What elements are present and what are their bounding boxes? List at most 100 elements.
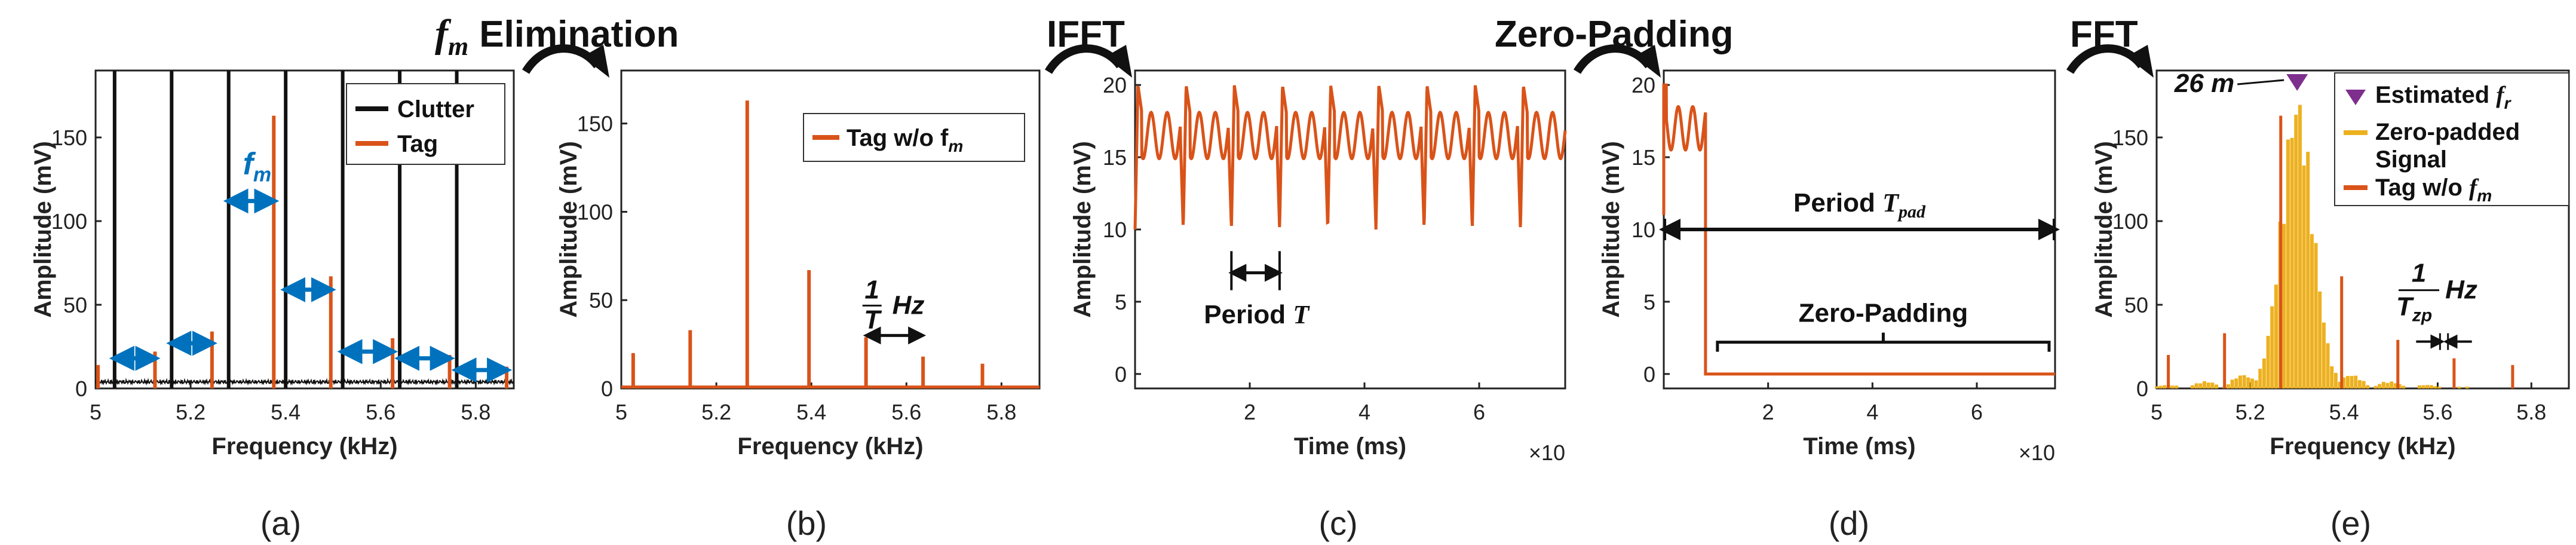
fraction-denominator-T: T: [2396, 292, 2414, 322]
fraction-denominator: T: [864, 305, 882, 334]
y-axis-label: Amplitude (mV): [556, 141, 582, 318]
y-tick-label: 0: [601, 376, 613, 401]
x-multiplier: ×10: [2019, 440, 2055, 465]
legend-label-main: Tag w/o f: [847, 125, 949, 151]
x-tick-label: 5.6: [2422, 400, 2452, 424]
curved-arrow-head-icon: [582, 45, 609, 78]
y-tick-label: 20: [1632, 73, 1655, 97]
x-tick-label: 5.2: [176, 400, 206, 424]
x-tick-label: 5.4: [2329, 400, 2359, 424]
fm-annotation: fm: [243, 147, 272, 186]
panel-sublabel: (a): [260, 504, 301, 542]
legend-label-estimated: Estimated fr: [2375, 81, 2512, 112]
panel-e: 5 5.2 5.4 5.6 5.8 0 50 100 150 Frequency (kHz) Amp…: [2091, 69, 2570, 542]
plot-frame: [94, 69, 515, 390]
x-tick-label: 5.4: [271, 400, 300, 424]
y-tick-label: 150: [2112, 125, 2148, 150]
y-tick-label: 20: [1103, 73, 1127, 97]
curved-arrow-head-icon: [1634, 45, 1661, 78]
y-tick-label: 100: [51, 209, 87, 234]
legend-label-sub: m: [948, 137, 963, 155]
x-tick-label: 5.8: [2516, 400, 2546, 424]
x-tick-label: 5.8: [461, 400, 490, 424]
y-tick-label: 0: [1115, 362, 1127, 387]
fraction-denominator: Tzp: [2396, 292, 2432, 326]
x-tick-label: 5.8: [986, 400, 1016, 424]
y-tick-label: 15: [1632, 145, 1655, 170]
y-tick-label: 100: [577, 200, 613, 224]
x-tick-label: 4: [1866, 400, 1878, 424]
fm-annotation-sub: m: [253, 164, 271, 186]
x-axis-label: Frequency (kHz): [737, 433, 923, 460]
legend-label-clutter: Clutter: [397, 96, 474, 123]
y-tick-label: 0: [2136, 376, 2148, 401]
stage-fm-sub: m: [448, 32, 468, 61]
noise-floor: [95, 377, 514, 386]
x-tick-label: 5.4: [796, 400, 826, 424]
panel-sublabel: (b): [786, 504, 827, 542]
x-tick-label: 5: [615, 400, 627, 424]
period-pad-label: Period Tpad: [1793, 188, 1926, 222]
peak-label-leader: [2237, 79, 2284, 85]
legend-label-tag: Tag: [397, 131, 438, 157]
y-axis-label: Amplitude (mV): [30, 141, 56, 318]
plot-frame: [1134, 69, 1566, 390]
x-multiplier: ×10: [1529, 440, 1565, 465]
y-tick-label: 5: [1643, 290, 1655, 314]
period-pad-sub: pad: [1897, 202, 1926, 222]
curved-arrow-head-icon: [1105, 45, 1132, 78]
period-label: Period T: [1204, 300, 1310, 329]
x-tick-label: 5: [2151, 400, 2163, 424]
panel-sublabel: (c): [1318, 504, 1357, 542]
panel-sublabel: (d): [1829, 504, 1869, 542]
stage-fft: FFT: [2070, 14, 2138, 55]
legend-label-tag: Tag w/o fm: [2375, 174, 2492, 205]
y-tick-label: 10: [1632, 218, 1655, 242]
legend-estimated-text: Estimated: [2375, 82, 2496, 108]
peak-distance-label: 26 m: [2174, 69, 2234, 98]
x-tick-label: 6: [1971, 400, 1983, 424]
x-axis-label: Time (ms): [1803, 433, 1915, 460]
period-label-text: Period: [1204, 300, 1293, 329]
y-tick-label: 50: [2124, 293, 2148, 317]
legend-tag-f: f: [2469, 174, 2479, 201]
time-signal-line: [1133, 85, 1567, 230]
fraction-denominator-sub: zp: [2412, 306, 2432, 326]
x-tick-label: 5.6: [366, 400, 395, 424]
y-axis-label: Amplitude (mV): [2091, 141, 2117, 318]
legend-marker-icon: [2345, 90, 2366, 105]
y-axis-label: Amplitude (mV): [1598, 141, 1624, 318]
x-axis-label: Frequency (kHz): [2270, 433, 2455, 460]
panel-c: 2 4 6 0 5 10 15 20 Time (ms) Amplitude (mV) (c) ×10…: [1069, 69, 1567, 542]
stage-fm-elimination: fm Elimination: [435, 12, 679, 61]
padded-signal-line: [1662, 83, 2055, 376]
y-tick-label: 5: [1115, 290, 1127, 314]
zero-padding-label: Zero-Padding: [1799, 299, 1968, 328]
y-tick-label: 150: [577, 112, 613, 136]
y-tick-label: 0: [75, 376, 87, 401]
panel-sublabel: (e): [2330, 504, 2371, 542]
legend-tag-sub: m: [2477, 186, 2492, 205]
x-tick-label: 5.2: [2235, 400, 2265, 424]
curved-arrow-head-icon: [2127, 45, 2154, 78]
legend-estimated-f: f: [2496, 81, 2506, 108]
y-tick-label: 150: [51, 125, 87, 150]
fm-annotation-f: f: [243, 147, 256, 182]
legend-label-signal: Signal: [2375, 146, 2447, 173]
y-axis-label: Amplitude (mV): [1069, 141, 1096, 318]
legend-label-zeropad: Zero-padded: [2375, 119, 2520, 145]
panel-b: 5 5.2 5.4 5.6 5.8 0 50 100 150 Frequency (kHz) Amp…: [556, 69, 1041, 542]
x-tick-label: 5.2: [701, 400, 731, 424]
x-tick-label: 5: [90, 400, 102, 424]
x-axis-label: Frequency (kHz): [211, 433, 397, 460]
fraction-numerator: 1: [2412, 259, 2426, 288]
period-pad-symbol: T: [1882, 188, 1900, 218]
zero-padding-bracket: [1716, 341, 2051, 352]
stage-ifft: IFFT: [1047, 14, 1125, 55]
fraction-numerator: 1: [864, 275, 879, 304]
stage-elimination-text: Elimination: [479, 14, 679, 55]
unit-label: Hz: [2445, 275, 2477, 305]
legend-box: [346, 83, 505, 165]
panel-d: 2 4 6 0 5 10 15 20 Time (ms) Amplitude (mV) (d) ×10…: [1598, 69, 2060, 542]
